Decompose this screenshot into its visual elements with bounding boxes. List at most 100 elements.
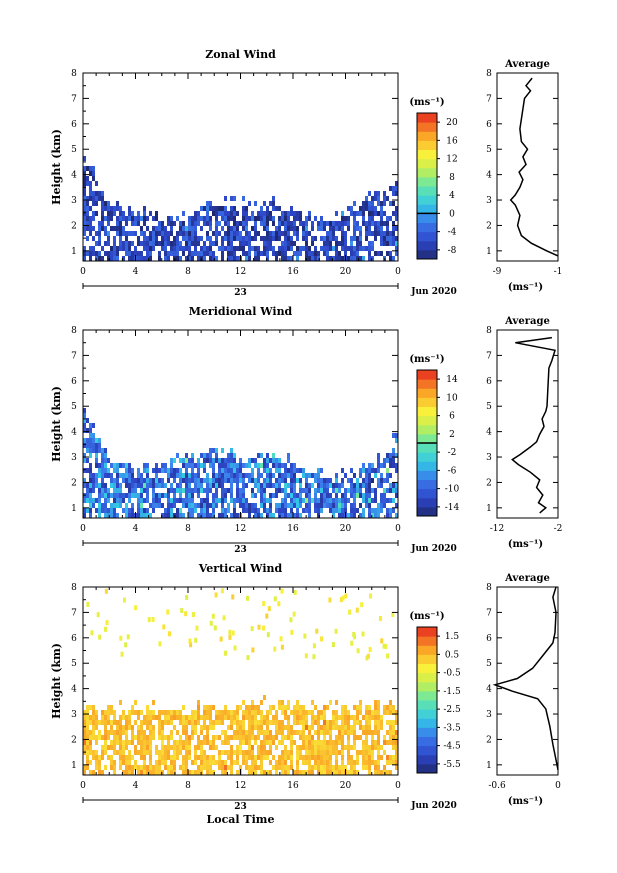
heatmap-cell [365,206,368,211]
heatmap-cell [110,755,113,760]
heatmap-cell [128,498,131,503]
heatmap-cell [275,765,278,770]
heatmap-cell [149,765,152,770]
heatmap-cell [273,646,277,652]
heatmap-cell [266,206,269,211]
heatmap-cell [92,438,95,443]
colorbar-segment [417,700,437,710]
heatmap-cell [101,770,104,775]
heatmap-cell [149,251,152,256]
heatmap-cell [224,498,227,503]
heatmap-cell [353,740,356,745]
heatmap-cell [290,503,293,508]
heatmap-cell [185,226,188,231]
heatmap-cell [353,705,356,710]
heatmap-cell [359,236,362,241]
average-profile-line [492,586,559,771]
heatmap-cell [215,720,218,725]
heatmap-cell [212,720,215,725]
heatmap-cell [281,750,284,755]
heatmap-cell [335,483,338,488]
heatmap-cell [125,221,128,226]
heatmap-cell [188,458,191,463]
heatmap-cell [311,735,314,740]
heatmap-cell [152,508,155,513]
heatmap-cell [131,473,134,478]
heatmap-cell [263,745,266,750]
heatmap-cell [143,488,146,493]
heatmap-cell [260,498,263,503]
heatmap-cell [92,488,95,493]
heatmap-cell [212,503,215,508]
heatmap-cell [392,705,395,710]
heatmap-cell [125,755,128,760]
heatmap-cell [359,710,362,715]
heatmap-cell [323,745,326,750]
heatmap-cell [185,473,188,478]
colorbar-tick-label: 1.5 [445,632,460,642]
heatmap-cell [368,478,371,483]
heatmap-cell [362,246,365,251]
heatmap-cell [83,246,86,251]
heatmap-cell [287,246,290,251]
heatmap-cell [239,473,242,478]
heatmap-cell [164,241,167,246]
heatmap-cell [167,251,170,256]
heatmap-cell [320,760,323,765]
heatmap-cell [230,458,233,463]
heatmap-cell [209,513,212,518]
heatmap-cell [278,488,281,493]
heatmap-cell [191,463,194,468]
heatmap-cell [221,448,224,453]
heatmap-cell [344,725,347,730]
heatmap-cell [326,236,329,241]
heatmap-cell [95,191,98,196]
heatmap-cell [335,493,338,498]
heatmap-cell [371,256,374,261]
heatmap-cell [254,725,257,730]
heatmap-cell [161,493,164,498]
heatmap-cell [194,503,197,508]
heatmap-cell [179,478,182,483]
heatmap-cell [254,493,257,498]
heatmap-cell [338,715,341,720]
heatmap-cell [353,513,356,518]
heatmap-cell [305,715,308,720]
heatmap-cell [383,463,386,468]
heatmap-cell [107,745,110,750]
heatmap-cell [242,710,245,715]
heatmap-cell [269,508,272,513]
heatmap-cell [292,611,296,617]
heatmap-cell [161,755,164,760]
heatmap-cell [293,590,297,596]
heatmap-cell [356,715,359,720]
heatmap-cell [134,765,137,770]
heatmap-cell [182,478,185,483]
heatmap-cell [365,740,368,745]
heatmap-cell [95,211,98,216]
heatmap-cell [356,735,359,740]
heatmap-cell [308,745,311,750]
heatmap-cell [230,246,233,251]
heatmap-cell [101,493,104,498]
heatmap-cell [236,211,239,216]
heatmap-cell [191,715,194,720]
heatmap-cell [131,493,134,498]
heatmap-cell [158,715,161,720]
y-tick-label: 6 [71,377,77,387]
heatmap-cell [228,634,232,640]
heatmap-cell [143,256,146,261]
heatmap-cell [302,715,305,720]
heatmap-cell [173,478,176,483]
heatmap-cell [218,458,221,463]
heatmap-cell [281,513,284,518]
heatmap-cell [194,236,197,241]
heatmap-cell [149,740,152,745]
heatmap-cell [251,478,254,483]
heatmap-cell [173,503,176,508]
heatmap-cell [221,720,224,725]
heatmap-cell [290,206,293,211]
heatmap-cell [302,710,305,715]
heatmap-cell [104,740,107,745]
heatmap-cell [323,770,326,775]
